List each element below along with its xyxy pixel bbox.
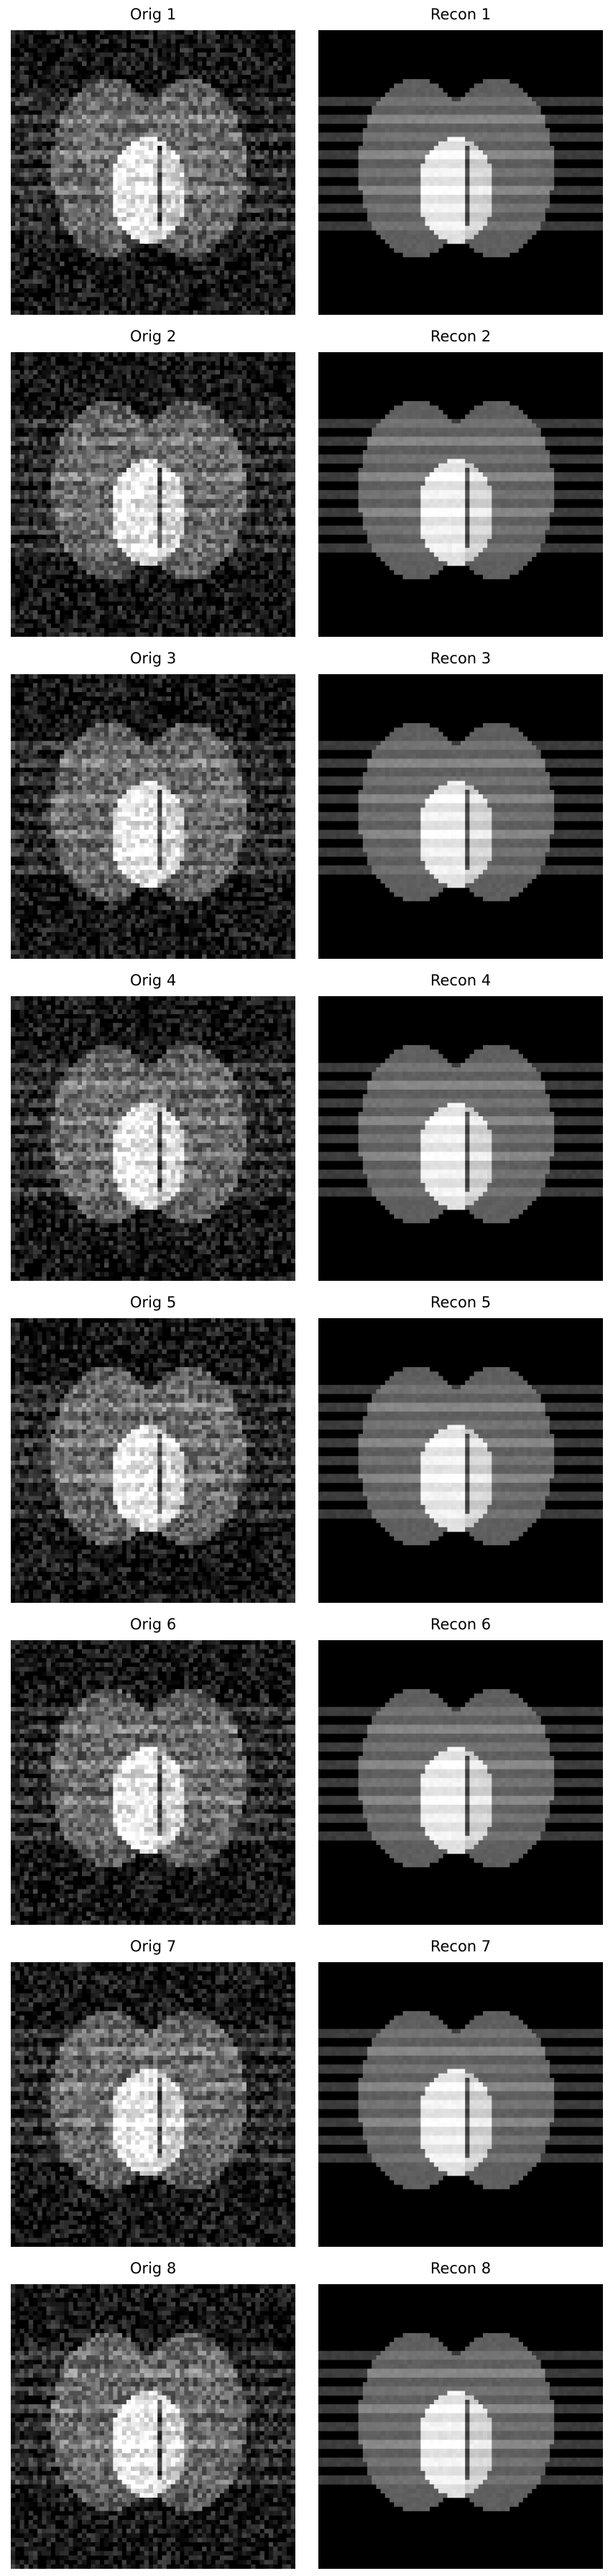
recon-title: Recon 3 [318, 650, 603, 667]
orig-title: Orig 8 [11, 2260, 295, 2277]
recon-image [318, 996, 603, 1281]
orig-title: Orig 2 [11, 328, 295, 345]
recon-phantom-image [318, 996, 603, 1281]
orig-phantom-image [11, 674, 295, 959]
recon-panel-2: Recon 2 [318, 322, 603, 637]
recon-phantom-image [318, 1318, 603, 1603]
orig-phantom-image [11, 1318, 295, 1603]
recon-image [318, 1640, 603, 1925]
orig-panel-7: Orig 7 [11, 1932, 295, 2247]
orig-image [11, 30, 295, 315]
recon-image [318, 1962, 603, 2247]
recon-image [318, 674, 603, 959]
orig-title: Orig 4 [11, 972, 295, 989]
recon-title: Recon 7 [318, 1938, 603, 1955]
orig-phantom-image [11, 30, 295, 315]
recon-title: Recon 5 [318, 1294, 603, 1311]
recon-phantom-image [318, 2284, 603, 2569]
recon-panel-7: Recon 7 [318, 1932, 603, 2247]
recon-title: Recon 8 [318, 2260, 603, 2277]
orig-phantom-image [11, 1962, 295, 2247]
orig-phantom-image [11, 2284, 295, 2569]
recon-panel-5: Recon 5 [318, 1288, 603, 1603]
recon-panel-6: Recon 6 [318, 1610, 603, 1925]
orig-title: Orig 7 [11, 1938, 295, 1955]
orig-title: Orig 5 [11, 1294, 295, 1311]
recon-phantom-image [318, 674, 603, 959]
recon-image [318, 2284, 603, 2569]
recon-title: Recon 1 [318, 6, 603, 23]
orig-image [11, 352, 295, 637]
recon-image [318, 352, 603, 637]
orig-panel-5: Orig 5 [11, 1288, 295, 1603]
orig-phantom-image [11, 352, 295, 637]
orig-image [11, 1640, 295, 1925]
orig-phantom-image [11, 1640, 295, 1925]
recon-panel-3: Recon 3 [318, 644, 603, 959]
orig-phantom-image [11, 996, 295, 1281]
recon-panel-4: Recon 4 [318, 966, 603, 1281]
recon-phantom-image [318, 352, 603, 637]
orig-image [11, 2284, 295, 2569]
orig-panel-1: Orig 1 [11, 0, 295, 315]
recon-title: Recon 2 [318, 328, 603, 345]
orig-title: Orig 6 [11, 1616, 295, 1633]
recon-image [318, 1318, 603, 1603]
recon-panel-1: Recon 1 [318, 0, 603, 315]
orig-panel-3: Orig 3 [11, 644, 295, 959]
recon-panel-8: Recon 8 [318, 2254, 603, 2569]
recon-phantom-image [318, 1640, 603, 1925]
orig-title: Orig 1 [11, 6, 295, 23]
orig-image [11, 1962, 295, 2247]
orig-panel-6: Orig 6 [11, 1610, 295, 1925]
orig-panel-4: Orig 4 [11, 966, 295, 1281]
orig-panel-8: Orig 8 [11, 2254, 295, 2569]
orig-panel-2: Orig 2 [11, 322, 295, 637]
orig-image [11, 1318, 295, 1603]
recon-title: Recon 4 [318, 972, 603, 989]
recon-phantom-image [318, 1962, 603, 2247]
recon-phantom-image [318, 30, 603, 315]
orig-image [11, 674, 295, 959]
orig-title: Orig 3 [11, 650, 295, 667]
recon-image [318, 30, 603, 315]
recon-title: Recon 6 [318, 1616, 603, 1633]
orig-image [11, 996, 295, 1281]
